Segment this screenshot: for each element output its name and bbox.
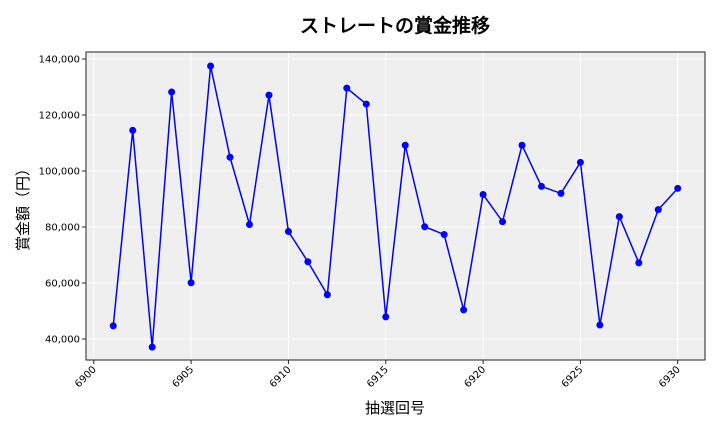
data-point xyxy=(518,141,526,149)
data-point xyxy=(168,88,176,96)
data-point xyxy=(537,182,545,190)
y-tick-label: 60,000 xyxy=(45,279,80,290)
data-point xyxy=(382,313,390,321)
x-tick-label: 6930 xyxy=(657,364,683,390)
series-line xyxy=(112,65,679,348)
plot-area xyxy=(86,52,705,360)
y-tick-label: 40,000 xyxy=(45,335,80,346)
data-point xyxy=(499,218,507,226)
data-point xyxy=(304,258,312,266)
data-point xyxy=(109,322,117,330)
data-point xyxy=(421,223,429,231)
data-point xyxy=(460,306,468,314)
data-point xyxy=(207,62,215,70)
x-axis-label: 抽選回号 xyxy=(365,399,425,417)
data-point xyxy=(265,91,273,99)
x-tick-label: 6900 xyxy=(73,364,99,390)
data-point xyxy=(187,279,195,287)
x-tick-label: 6915 xyxy=(365,364,391,390)
y-tick-label: 140,000 xyxy=(39,55,80,66)
y-tick-label: 100,000 xyxy=(39,167,80,178)
data-point xyxy=(148,343,156,351)
data-point xyxy=(284,227,292,235)
data-point xyxy=(362,100,370,108)
y-axis-label: 賞金額（円） xyxy=(14,161,32,251)
data-point xyxy=(246,220,254,228)
x-tick-label: 6905 xyxy=(170,364,196,390)
data-point xyxy=(323,291,331,299)
data-point xyxy=(129,126,137,134)
data-point xyxy=(401,141,409,149)
plot-frame xyxy=(85,51,706,361)
x-tick-label: 6925 xyxy=(560,364,586,390)
data-point xyxy=(343,84,351,92)
chart-title: ストレートの賞金推移 xyxy=(300,14,490,37)
data-point xyxy=(654,206,662,214)
x-tick-label: 6920 xyxy=(462,364,488,390)
data-point xyxy=(576,158,584,166)
data-point xyxy=(615,213,623,221)
data-point xyxy=(674,184,682,192)
data-point xyxy=(440,231,448,239)
y-tick-label: 120,000 xyxy=(39,111,80,122)
data-point xyxy=(479,191,487,199)
data-point xyxy=(596,321,604,329)
data-point xyxy=(226,153,234,161)
data-point xyxy=(635,259,643,267)
y-tick-label: 80,000 xyxy=(45,223,80,234)
x-tick-label: 6910 xyxy=(268,364,294,390)
data-point xyxy=(557,189,565,197)
